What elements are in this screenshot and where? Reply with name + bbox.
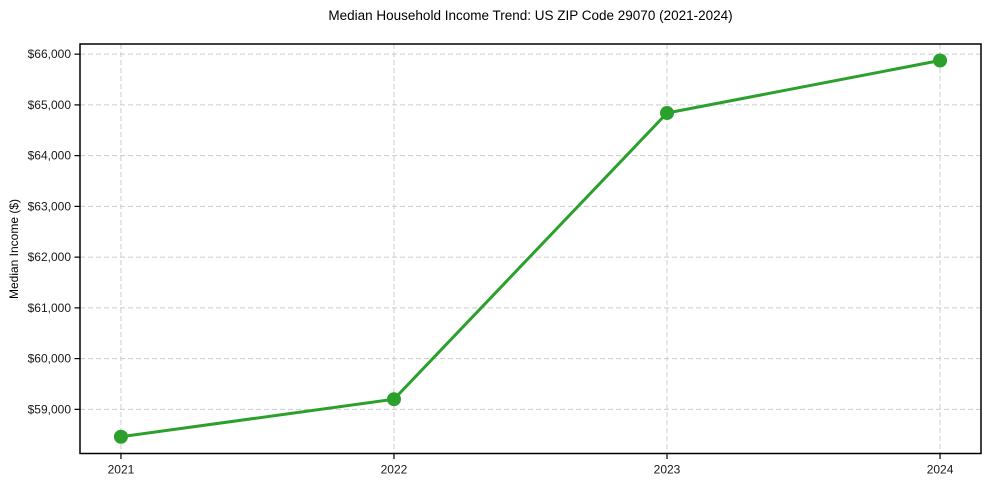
y-tick-label: $63,000 [28, 199, 72, 213]
data-point-2024 [933, 53, 948, 68]
trend-line [119, 58, 942, 439]
y-tick-label: $59,000 [28, 402, 72, 416]
x-tick-label: 2024 [927, 463, 954, 477]
chart-title: Median Household Income Trend: US ZIP Co… [328, 8, 733, 23]
y-tick-label: $62,000 [28, 250, 72, 264]
y-tick-label: $61,000 [28, 301, 72, 315]
x-tick-label: 2021 [108, 463, 135, 477]
y-tick-label: $65,000 [28, 98, 72, 112]
y-tick-label: $66,000 [28, 47, 72, 61]
axes-box [79, 43, 982, 455]
x-tick-label: 2022 [381, 463, 408, 477]
y-tick-label: $64,000 [28, 149, 72, 163]
data-point-2023 [660, 106, 675, 121]
y-tick-label: $60,000 [28, 352, 72, 366]
x-tick-label: 2023 [654, 463, 681, 477]
data-point-2022 [386, 392, 401, 407]
data-point-2021 [113, 429, 128, 444]
